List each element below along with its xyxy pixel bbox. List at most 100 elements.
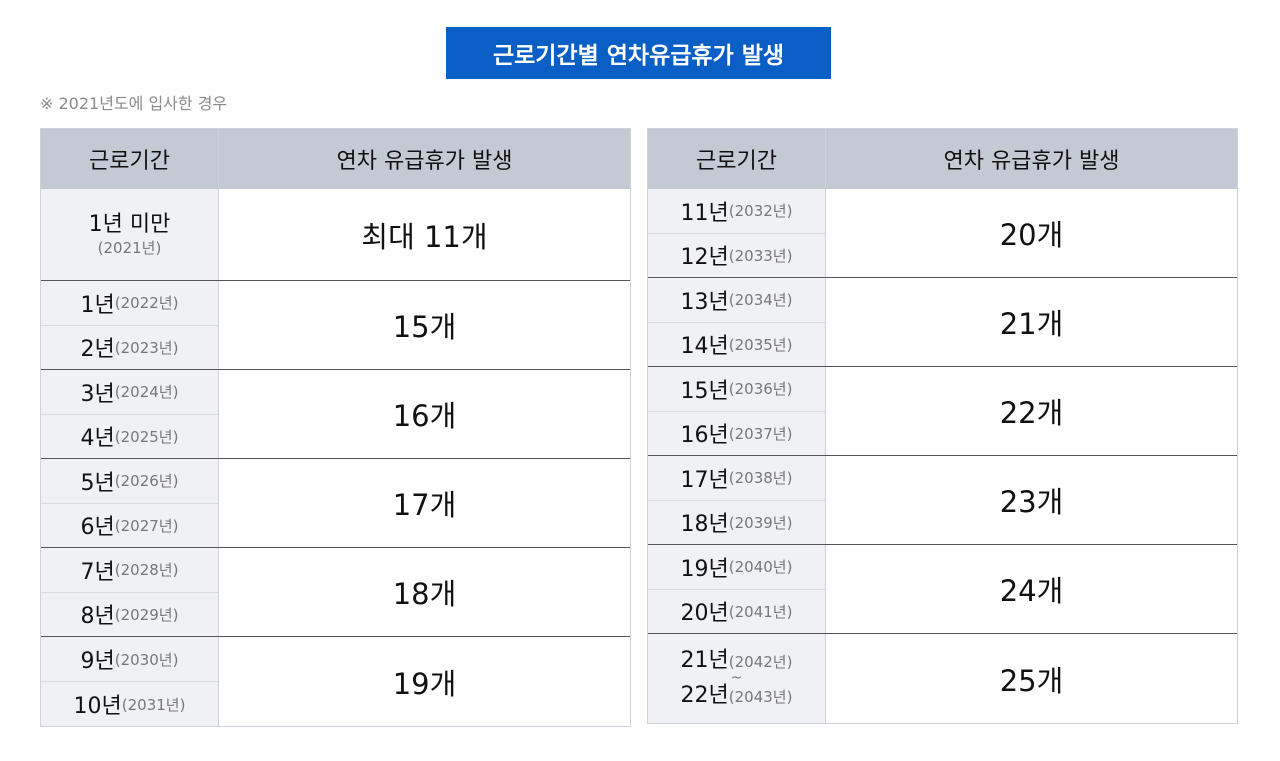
period-label: 12년: [680, 245, 729, 271]
period-cell: 3년 (2024년) 4년 (2025년): [41, 370, 219, 458]
table-row-group: 1년 미만 (2021년) 최대 11개: [41, 189, 630, 281]
period-year: (2042년): [728, 652, 793, 671]
period-year: (2033년): [728, 246, 793, 265]
period-label: 1년: [80, 292, 115, 318]
period-label: 20년: [680, 601, 729, 627]
table-row-group: 17년 (2038년) 18년 (2039년) 23개: [648, 456, 1237, 545]
table-row-group: 11년 (2032년) 12년 (2033년) 20개: [648, 189, 1237, 278]
period-year: (2029년): [114, 605, 179, 624]
period-entry: 3년 (2024년): [41, 370, 218, 415]
header-period: 근로기간: [648, 129, 826, 189]
period-year: (2021년): [97, 238, 162, 257]
period-entry: 14년 (2035년): [648, 323, 825, 367]
period-entry: 1년 (2022년): [41, 281, 218, 326]
period-year: (2032년): [728, 202, 793, 221]
period-year: (2022년): [114, 294, 179, 313]
leave-days-value: 24개: [826, 545, 1237, 633]
leave-days-value: 최대 11개: [219, 189, 630, 280]
period-label: 7년: [80, 559, 115, 585]
period-year: (2040년): [728, 558, 793, 577]
period-cell: 21년(2042년) ~22년(2043년): [648, 634, 826, 723]
period-entry: 11년 (2032년): [648, 189, 825, 234]
leave-table-left: 근로기간 연차 유급휴가 발생 1년 미만 (2021년) 최대 11개 1년 (202…: [40, 128, 631, 727]
period-entry: 10년 (2031년): [41, 682, 218, 726]
period-entry: 5년 (2026년): [41, 459, 218, 504]
period-entry: 12년 (2033년): [648, 234, 825, 278]
period-cell: 5년 (2026년) 6년 (2027년): [41, 459, 219, 547]
period-cell: 13년 (2034년) 14년 (2035년): [648, 278, 826, 366]
table-row-group: 5년 (2026년) 6년 (2027년) 17개: [41, 459, 630, 548]
period-year: (2039년): [728, 513, 793, 532]
period-cell: 1년 (2022년) 2년 (2023년): [41, 281, 219, 369]
period-entry: 21년(2042년) ~22년(2043년): [648, 634, 825, 723]
period-label: 14년: [680, 334, 729, 360]
period-year: (2024년): [114, 383, 179, 402]
leave-days-value: 16개: [219, 370, 630, 458]
period-entry: 8년 (2029년): [41, 593, 218, 637]
period-label: 10년: [73, 694, 122, 719]
period-entry: 17년 (2038년): [648, 456, 825, 501]
period-label: 1년 미만: [88, 212, 171, 238]
period-year: (2043년): [728, 687, 793, 706]
period-line: 21년(2042년): [681, 648, 793, 674]
table-row-group: 1년 (2022년) 2년 (2023년) 15개: [41, 281, 630, 370]
header-leave: 연차 유급휴가 발생: [943, 149, 1120, 174]
period-entry: 2년 (2023년): [41, 326, 218, 370]
period-cell: 17년 (2038년) 18년 (2039년): [648, 456, 826, 544]
period-cell: 7년 (2028년) 8년 (2029년): [41, 548, 219, 636]
period-year: (2026년): [114, 472, 179, 491]
period-label: 9년: [80, 649, 115, 674]
leave-days-value: 25개: [826, 634, 1237, 723]
period-year: (2038년): [728, 469, 793, 488]
leave-days-value: 20개: [826, 189, 1237, 277]
period-entry: 13년 (2034년): [648, 278, 825, 323]
leave-days-value: 17개: [219, 459, 630, 547]
period-year: (2036년): [728, 380, 793, 399]
period-label: 2년: [80, 337, 115, 363]
period-entry: 18년 (2039년): [648, 501, 825, 545]
period-year: (2041년): [728, 602, 793, 621]
period-year: (2034년): [728, 291, 793, 310]
header-leave: 연차 유급휴가 발생: [336, 149, 513, 174]
period-label: 11년: [680, 200, 729, 226]
table-row-group: 21년(2042년) ~22년(2043년) 25개: [648, 634, 1237, 723]
period-label: 22년: [680, 682, 729, 708]
table-row-group: 9년 (2030년) 10년 (2031년) 19개: [41, 637, 630, 726]
table-row-group: 7년 (2028년) 8년 (2029년) 18개: [41, 548, 630, 637]
period-year: (2035년): [728, 335, 793, 354]
leave-days-value: 15개: [219, 281, 630, 369]
period-label: 8년: [80, 604, 115, 630]
leave-days-value: 21개: [826, 278, 1237, 366]
period-entry: 19년 (2040년): [648, 545, 825, 590]
period-label: 5년: [80, 470, 115, 496]
leave-days-value: 18개: [219, 548, 630, 636]
period-year: (2025년): [114, 427, 179, 446]
period-label: 16년: [680, 423, 729, 449]
period-cell: 11년 (2032년) 12년 (2033년): [648, 189, 826, 277]
table-header: 근로기간 연차 유급휴가 발생: [648, 129, 1237, 189]
period-year: (2031년): [121, 695, 186, 714]
leave-days-value: 19개: [219, 637, 630, 726]
period-year: (2037년): [728, 424, 793, 443]
period-label: 21년: [680, 647, 729, 673]
table-row-group: 19년 (2040년) 20년 (2041년) 24개: [648, 545, 1237, 634]
period-entry: 15년 (2036년): [648, 367, 825, 412]
period-entry: 16년 (2037년): [648, 412, 825, 456]
period-cell: 15년 (2036년) 16년 (2037년): [648, 367, 826, 455]
period-year: (2027년): [114, 516, 179, 535]
period-label: 19년: [680, 556, 729, 582]
period-cell: 9년 (2030년) 10년 (2031년): [41, 637, 219, 726]
page-title: 근로기간별 연차유급휴가 발생: [446, 27, 831, 79]
period-entry: 6년 (2027년): [41, 504, 218, 548]
period-year: (2028년): [114, 561, 179, 580]
period-cell: 1년 미만 (2021년): [41, 189, 219, 280]
period-entry: 7년 (2028년): [41, 548, 218, 593]
period-label: 18년: [680, 512, 729, 538]
table-row-group: 15년 (2036년) 16년 (2037년) 22개: [648, 367, 1237, 456]
period-entry: 20년 (2041년): [648, 590, 825, 634]
leave-table-right: 근로기간 연차 유급휴가 발생 11년 (2032년) 12년 (2033년) 20개 1…: [647, 128, 1238, 724]
leave-days-value: 23개: [826, 456, 1237, 544]
period-label: 15년: [680, 378, 729, 404]
table-row-group: 13년 (2034년) 14년 (2035년) 21개: [648, 278, 1237, 367]
table-header: 근로기간 연차 유급휴가 발생: [41, 129, 630, 189]
